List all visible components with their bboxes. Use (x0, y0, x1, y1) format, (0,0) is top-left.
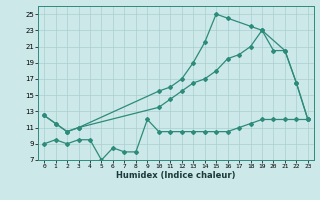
X-axis label: Humidex (Indice chaleur): Humidex (Indice chaleur) (116, 171, 236, 180)
